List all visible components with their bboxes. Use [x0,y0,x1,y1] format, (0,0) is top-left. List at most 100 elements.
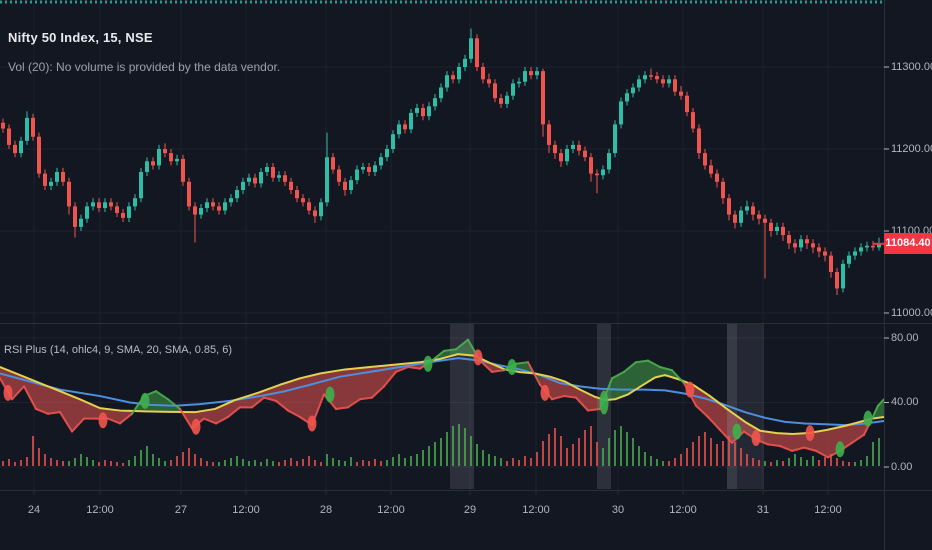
rsi-fast-line [443,348,457,352]
rsi-fast-line [587,407,601,412]
rsi-cloud [564,381,576,398]
candle-body [667,79,671,84]
candle-body [787,235,791,244]
candle-body [43,173,47,186]
rsi-cloud [276,382,288,411]
volume-legend[interactable]: Vol (20): No volume is provided by the d… [8,60,281,74]
rsi-histogram-bar [722,441,724,466]
rsi-red-marker [3,384,13,401]
rsi-histogram-bar [698,436,700,466]
rsi-histogram-bar [584,430,586,466]
rsi-histogram-bar [806,460,808,466]
rsi-histogram-bar [260,462,262,466]
rsi-histogram-bar [728,436,730,466]
candle-body [331,157,335,170]
time-axis-label: 30 [611,504,625,516]
last-price-badge[interactable]: 11084.40 [884,233,932,255]
rsi-cloud [60,391,72,432]
candle-body [55,171,59,182]
rsi-histogram-bar [464,428,466,466]
time-axis-label: 12:00 [86,504,114,516]
rsi-histogram-bar [560,436,562,466]
candle-body [739,210,743,223]
rsi-histogram-bar [746,454,748,466]
candle-body [703,153,707,166]
rsi-histogram-bar [188,448,190,466]
price-axis-label: 11000.00 [891,306,932,319]
rsi-histogram-bar [854,462,856,466]
candle-body [511,83,515,96]
candle-body [373,165,377,172]
rsi-fast-line [719,428,733,444]
candle-body [223,202,227,211]
candle-body [343,181,347,190]
candle-body [481,67,485,80]
rsi-green-marker [732,423,742,440]
candle-body [379,157,383,166]
rsi-histogram-bar [320,462,322,466]
rsi-histogram-bar [302,459,304,466]
rsi-fast-line [527,361,541,386]
candle-body [295,190,299,199]
candle-body [139,171,143,199]
candle-body [523,71,527,82]
candle-body [37,136,41,174]
rsi-histogram-bar [308,456,310,466]
candle-body [685,95,689,113]
rsi-fast-line [71,417,85,433]
rsi-histogram-bar [692,442,694,466]
rsi-fast-line [119,412,133,425]
candle-body [613,124,617,154]
rsi-histogram-bar [56,460,58,466]
rsi-red-marker [191,418,201,435]
rsi-indicator-label[interactable]: RSI Plus (14, ohlc4, 9, SMA, 20, SMA, 0.… [4,344,233,356]
rsi-histogram-bar [164,461,166,466]
rsi-fast-line [563,395,577,399]
rsi-histogram-bar [368,461,370,466]
rsi-cloud [228,398,240,418]
rsi-histogram-bar [8,459,10,466]
rsi-histogram-bar [68,461,70,466]
candle-body [475,38,479,67]
rsi-histogram-bar [482,450,484,466]
candle-body [325,157,329,203]
candle-body [73,206,77,227]
rsi-histogram-bar [500,458,502,466]
rsi-fast-line [107,417,121,425]
time-axis-label: 12:00 [522,504,550,516]
rsi-fast-line [407,366,421,370]
rsi-histogram-bar [650,456,652,466]
candle-body [181,158,185,182]
candle-body [67,181,71,207]
rsi-histogram-bar [428,446,430,466]
rsi-histogram-bar [284,460,286,466]
rsi-histogram-bar [158,458,160,466]
rsi-histogram-bar [830,454,832,466]
rsi-fast-line [11,385,25,401]
candle-body [829,255,833,272]
rsi-histogram-bar [446,432,448,466]
rsi-histogram-bar [410,456,412,466]
candle-body [205,202,209,209]
rsi-red-marker [307,415,317,432]
rsi-histogram-bar [656,459,658,466]
symbol-legend[interactable]: Nifty 50 Index, 15, NSE [8,30,153,45]
candle-body [7,128,11,145]
rsi-cloud [72,396,84,432]
candle-body [817,247,821,252]
rsi-green-marker [863,410,873,427]
rsi-fast-line [515,361,529,365]
candle-body [859,247,863,252]
rsi-histogram-bar [530,458,532,466]
candle-body [781,226,785,236]
rsi-histogram-bar [398,454,400,466]
rsi-histogram-bar [272,461,274,466]
rsi-fast-line [455,338,469,351]
rsi-histogram-bar [2,461,4,466]
rsi-fast-line [215,416,229,425]
candle-body [235,190,239,199]
candle-body [97,202,101,209]
rsi-histogram-bar [596,442,598,466]
rsi-histogram-bar [632,438,634,466]
